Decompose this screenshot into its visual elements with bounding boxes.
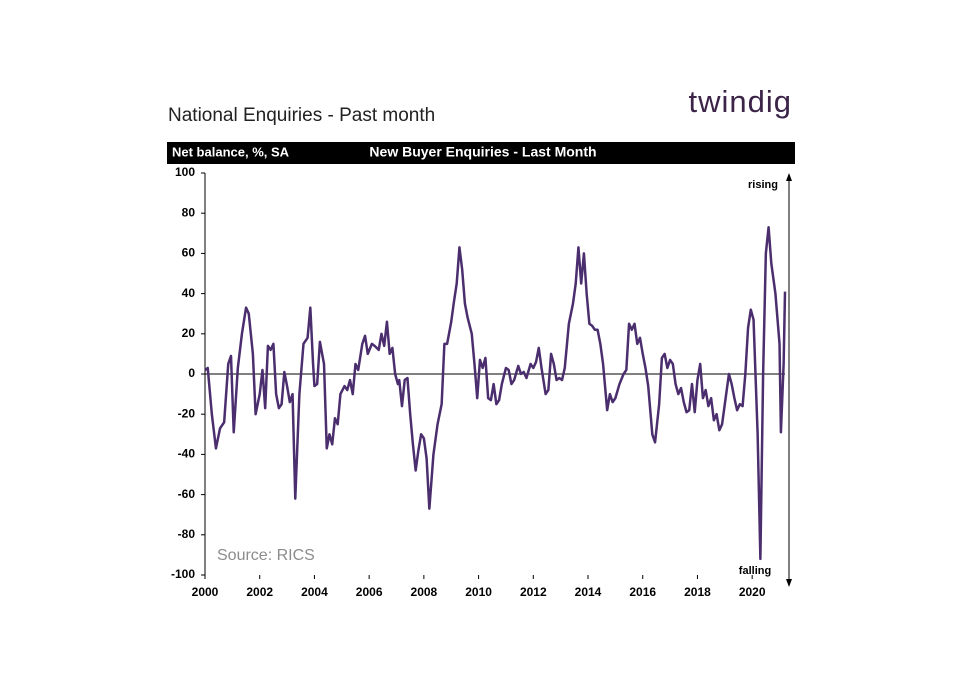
y-tick-label: -40 [178,447,196,461]
y-tick-label: -20 [178,406,196,420]
x-tick-label: 2010 [465,585,492,599]
y-tick-label: 80 [182,205,196,219]
x-tick-label: 2016 [629,585,656,599]
header-bar [167,142,795,164]
x-tick-label: 2012 [520,585,547,599]
y-tick-label: -100 [171,567,195,581]
x-tick-label: 2004 [301,585,328,599]
y-tick-label: 0 [188,366,195,380]
x-tick-label: 2014 [575,585,602,599]
x-tick-label: 2002 [246,585,273,599]
y-tick-label: -80 [178,527,196,541]
x-tick-label: 2020 [739,585,766,599]
y-tick-label: 60 [182,246,196,260]
y-tick-label: -60 [178,487,196,501]
y-tick-label: 20 [182,326,196,340]
y-tick-label: 40 [182,286,196,300]
y-tick-label: 100 [175,165,195,179]
annotation: rising [748,179,778,191]
chart-title: National Enquiries - Past month [168,105,435,126]
chart-subtitle: New Buyer Enquiries - Last Month [369,144,596,160]
source: Source: RICS [217,547,315,564]
x-tick-label: 2018 [684,585,711,599]
data-line [204,226,787,561]
x-tick-label: 2000 [192,585,219,599]
annotation: falling [739,565,771,577]
x-tick-label: 2006 [356,585,383,599]
axis-label: Net balance, %, SA [172,144,290,159]
logo: twindig [689,84,793,119]
x-tick-label: 2008 [411,585,438,599]
